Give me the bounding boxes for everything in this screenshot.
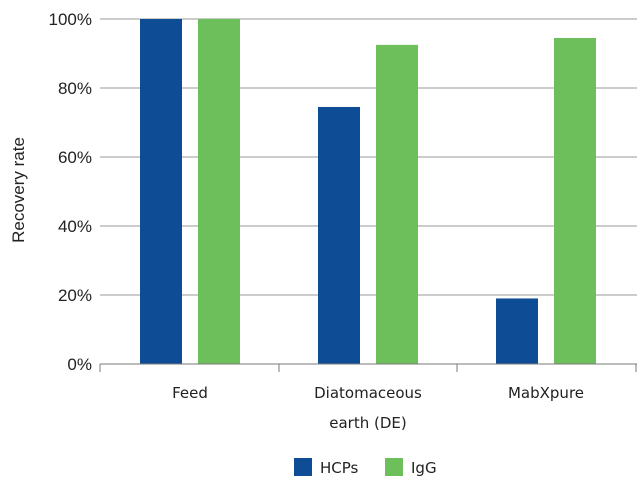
bar-igg-0 <box>198 19 240 364</box>
bar-igg-1 <box>376 44 418 364</box>
y-axis-title: Recovery rate <box>9 137 28 243</box>
x-axis-category-labels: Feed Diatomaceous earth (DE) MabXpure <box>172 384 584 432</box>
y-tick-label: 100% <box>49 10 92 29</box>
x-category-label: MabXpure <box>508 384 584 402</box>
bar-hcps-0 <box>140 19 182 364</box>
bar-igg-2 <box>554 37 596 364</box>
legend-swatch-igg <box>385 458 403 476</box>
y-tick-label: 0% <box>67 355 92 374</box>
y-tick-label: 40% <box>58 217 92 236</box>
x-category-label: Feed <box>172 384 208 402</box>
y-tick-label: 60% <box>58 148 92 167</box>
bars <box>140 19 596 364</box>
y-tick-label: 20% <box>58 286 92 305</box>
x-category-label: earth (DE) <box>329 414 406 432</box>
y-axis-tick-labels: 0% 20% 40% 60% 80% 100% <box>49 10 92 374</box>
bar-hcps-2 <box>496 298 538 364</box>
legend-label-igg: IgG <box>411 459 437 477</box>
legend: HCPs IgG <box>294 458 437 477</box>
legend-swatch-hcps <box>294 458 312 476</box>
bar-hcps-1 <box>318 106 360 364</box>
x-axis <box>99 363 637 372</box>
y-tick-label: 80% <box>58 79 92 98</box>
gridlines <box>100 18 637 296</box>
x-category-label: Diatomaceous <box>314 384 422 402</box>
legend-label-hcps: HCPs <box>320 459 359 477</box>
